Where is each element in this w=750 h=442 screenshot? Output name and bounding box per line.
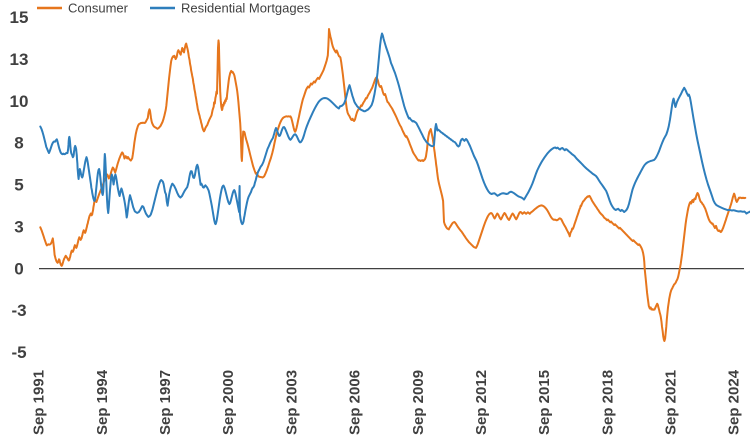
svg-text:-5: -5 — [11, 343, 26, 362]
svg-text:0: 0 — [14, 259, 23, 278]
svg-text:Sep 2006: Sep 2006 — [347, 370, 364, 435]
svg-text:3: 3 — [14, 218, 23, 237]
svg-text:-3: -3 — [11, 301, 26, 320]
svg-text:5: 5 — [14, 176, 23, 195]
svg-text:Sep 2021: Sep 2021 — [663, 370, 680, 435]
svg-text:Sep 1991: Sep 1991 — [31, 370, 48, 435]
svg-text:Sep 2018: Sep 2018 — [599, 370, 616, 435]
svg-text:Sep 2000: Sep 2000 — [220, 370, 237, 435]
svg-text:10: 10 — [10, 92, 29, 111]
svg-text:Sep 2012: Sep 2012 — [473, 370, 490, 435]
svg-text:Sep 2024: Sep 2024 — [726, 369, 743, 435]
svg-text:Sep 2003: Sep 2003 — [283, 370, 300, 435]
svg-text:Residential Mortgages: Residential Mortgages — [181, 1, 311, 16]
svg-text:8: 8 — [14, 134, 23, 153]
svg-text:Sep 2015: Sep 2015 — [536, 370, 553, 435]
svg-text:13: 13 — [10, 50, 29, 69]
svg-text:Sep 1997: Sep 1997 — [157, 370, 174, 435]
svg-text:Sep 1994: Sep 1994 — [94, 369, 111, 435]
svg-text:Sep 2009: Sep 2009 — [410, 370, 427, 435]
svg-text:Consumer: Consumer — [68, 1, 129, 16]
svg-text:15: 15 — [10, 8, 29, 27]
